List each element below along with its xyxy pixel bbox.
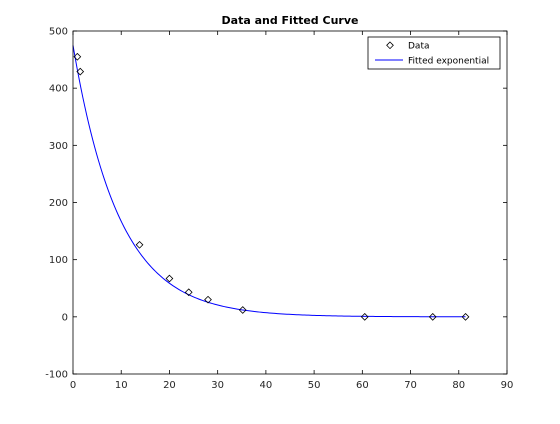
data-point [461, 312, 470, 321]
legend-marker-diamond [386, 41, 394, 50]
data-point [360, 312, 369, 321]
series-layer [72, 45, 470, 321]
y-tick-label: 500 [49, 27, 68, 38]
data-point [428, 312, 437, 321]
data-point [165, 274, 174, 283]
x-tick-label: 30 [211, 380, 224, 391]
data-point [73, 52, 82, 61]
y-tick-label: 200 [49, 198, 68, 209]
x-tick-label: 70 [404, 380, 417, 391]
y-tick-label: 400 [49, 84, 68, 95]
chart-title: Data and Fitted Curve [222, 14, 359, 27]
legend: Data Fitted exponential [367, 36, 501, 70]
x-tick-label: 0 [70, 380, 76, 391]
x-tick-label: 10 [115, 380, 128, 391]
legend-item-fitted: Fitted exponential [375, 57, 489, 67]
legend-label-data: Data [408, 42, 430, 52]
y-tick-label: -100 [45, 370, 68, 381]
y-tick-label: 0 [62, 312, 68, 323]
y-tick-label: 100 [49, 255, 68, 266]
data-point [76, 67, 85, 76]
x-tick-label: 40 [260, 380, 273, 391]
y-tick-label: 300 [49, 141, 68, 152]
data-point [238, 306, 247, 314]
fitted-curve-line [72, 45, 466, 318]
data-point [135, 240, 144, 249]
x-tick-label: 90 [501, 380, 514, 391]
plot-area [73, 31, 507, 374]
x-tick-label: 50 [308, 380, 321, 391]
x-tick-label: 60 [356, 380, 369, 391]
legend-item-data: Data [386, 41, 430, 52]
data-point [204, 295, 212, 304]
x-tick-label: 80 [452, 380, 465, 391]
legend-label-fitted: Fitted exponential [408, 57, 489, 67]
x-tick-label: 20 [163, 380, 176, 391]
plot-frame [72, 30, 508, 375]
data-point [184, 288, 193, 297]
